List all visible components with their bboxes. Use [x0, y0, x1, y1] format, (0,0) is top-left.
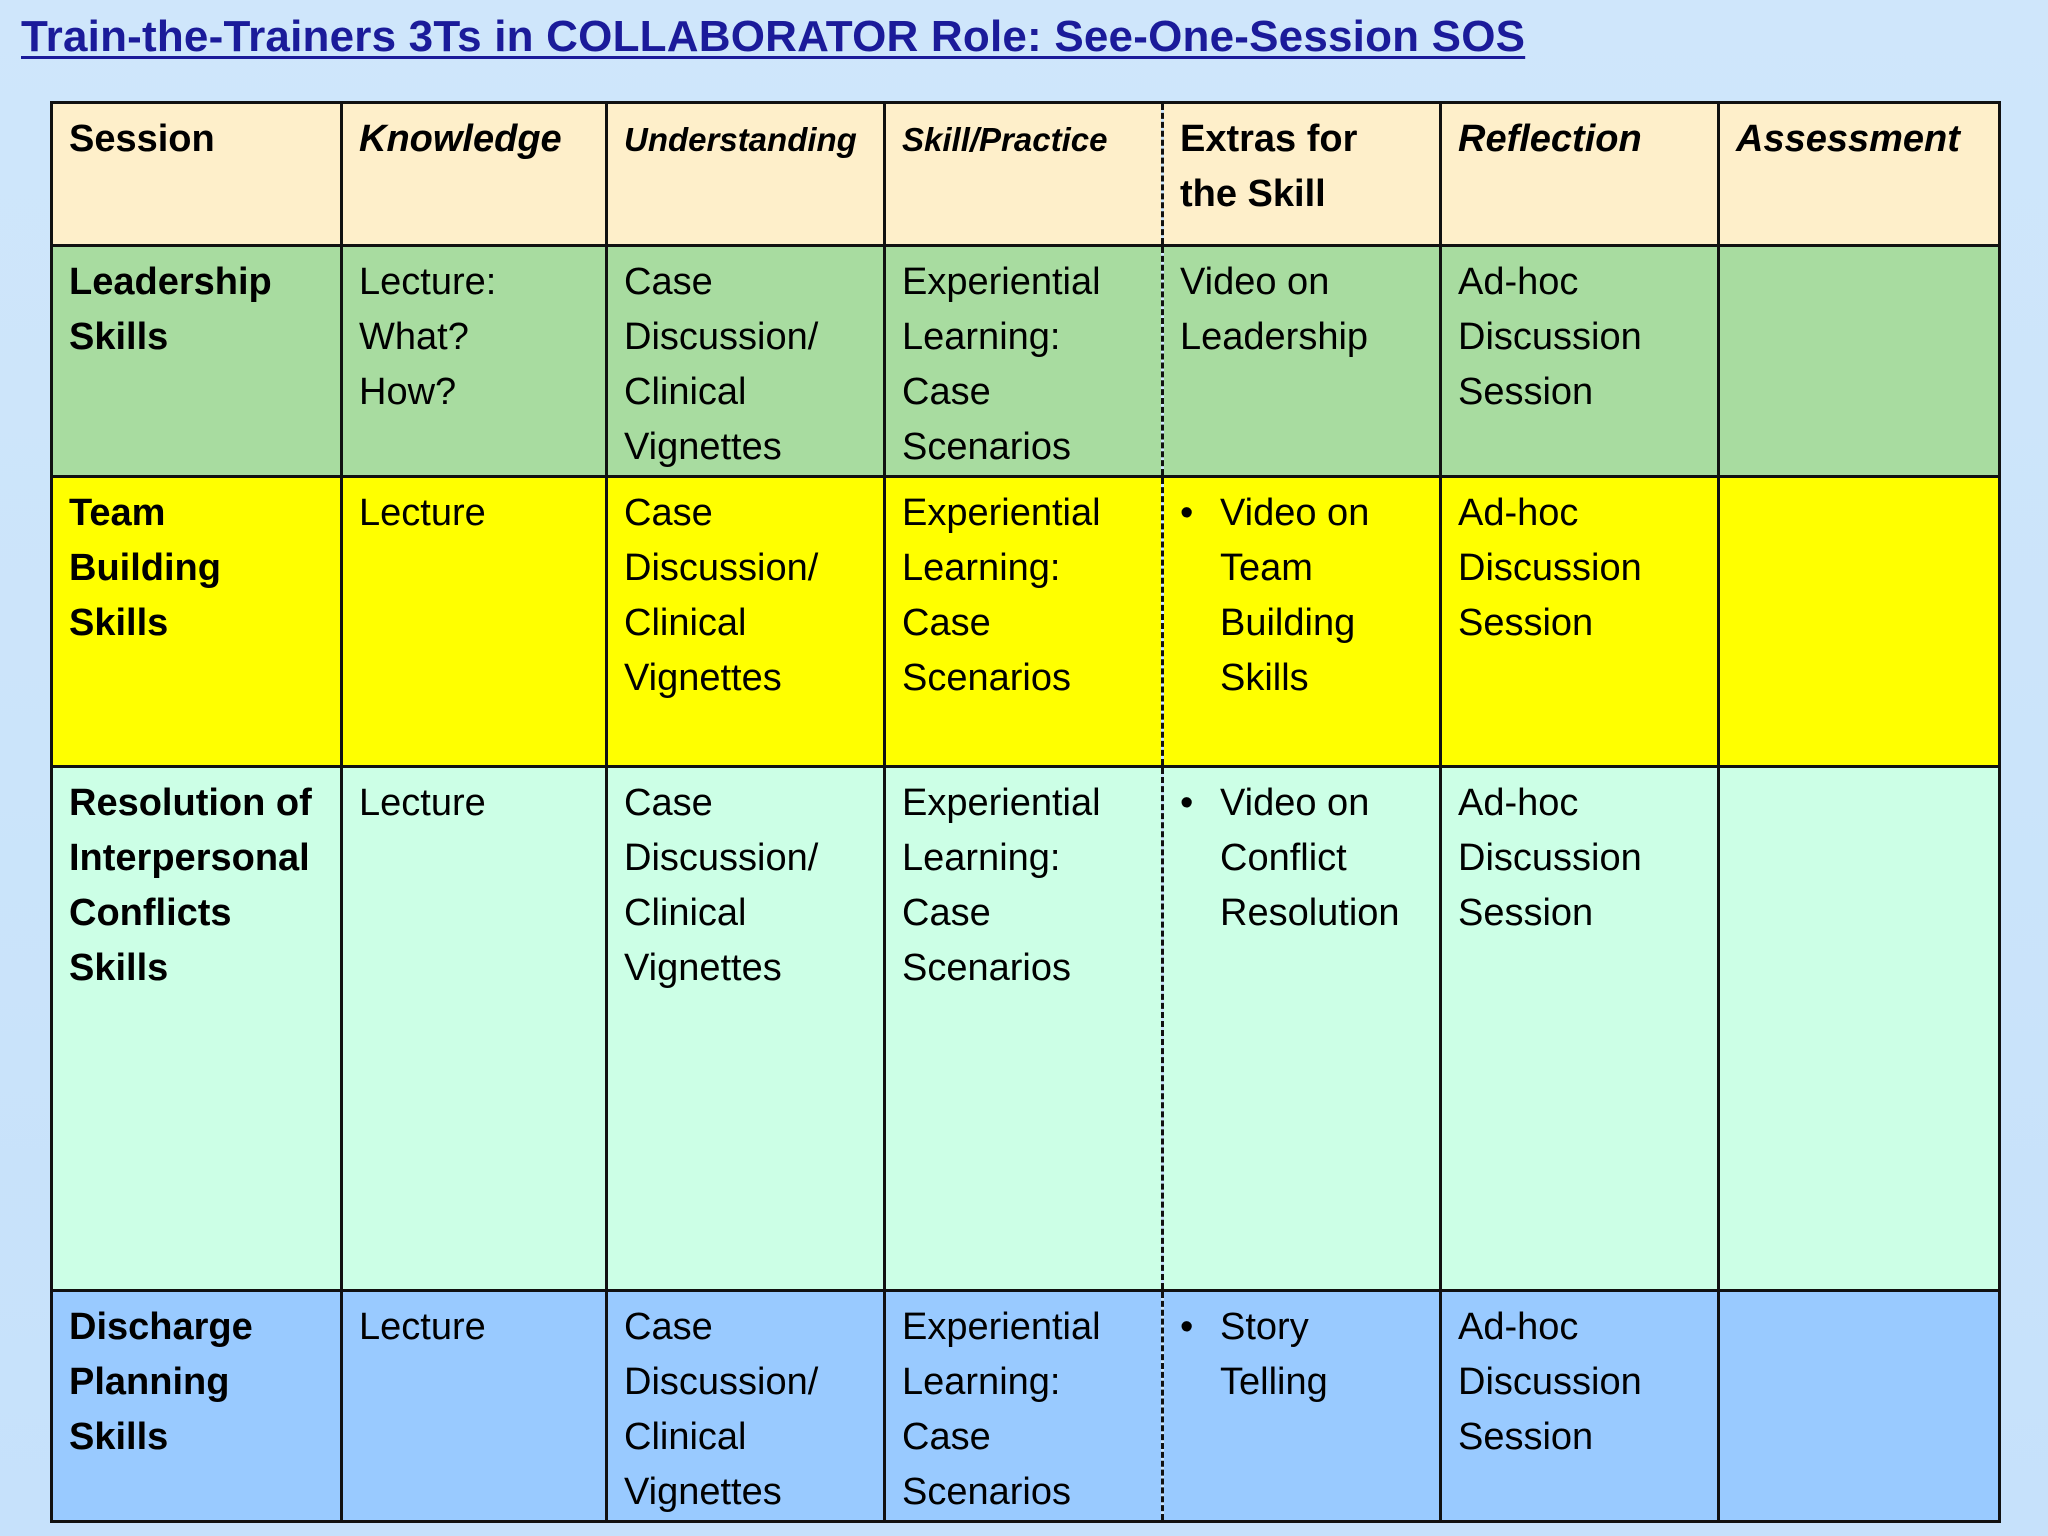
- cell-skill-practice: Experiential Learning: Case Scenarios: [883, 244, 1164, 478]
- list-item: Video on Team Building Skills: [1180, 486, 1423, 706]
- table-row: Discharge Planning Skills Lecture Case D…: [50, 1289, 2001, 1523]
- cell-skill-practice: Experiential Learning: Case Scenarios: [883, 475, 1164, 768]
- cell-assessment: [1717, 244, 2001, 478]
- cell-understanding: Case Discussion/ Clinical Vignettes: [605, 765, 886, 1292]
- header-extras: Extras for the Skill: [1161, 101, 1442, 247]
- cell-knowledge: Lecture: What? How?: [340, 244, 608, 478]
- cell-skill-practice: Experiential Learning: Case Scenarios: [883, 1289, 1164, 1523]
- cell-knowledge: Lecture: [340, 765, 608, 1292]
- cell-extras: Video on Leadership: [1161, 244, 1442, 478]
- list-item: Video on Conflict Resolution: [1180, 776, 1423, 941]
- cell-skill-practice: Experiential Learning: Case Scenarios: [883, 765, 1164, 1292]
- header-assessment: Assessment: [1717, 101, 2001, 247]
- cell-understanding: Case Discussion/ Clinical Vignettes: [605, 475, 886, 768]
- header-skill-practice: Skill/Practice: [883, 101, 1164, 247]
- page-title: Train-the-Trainers 3Ts in COLLABORATOR R…: [21, 12, 1526, 61]
- cell-knowledge: Lecture: [340, 1289, 608, 1523]
- table-row: Resolution of Interpersonal Conflicts Sk…: [50, 765, 2001, 1292]
- header-row: Session Knowledge Understanding Skill/Pr…: [50, 101, 2001, 247]
- extras-bullet-list: Video on Conflict Resolution: [1180, 776, 1423, 941]
- extras-bullet-list: Video on Team Building Skills: [1180, 486, 1423, 706]
- cell-understanding: Case Discussion/ Clinical Vignettes: [605, 244, 886, 478]
- cell-reflection: Ad-hoc Discussion Session: [1439, 244, 1720, 478]
- cell-reflection: Ad-hoc Discussion Session: [1439, 765, 1720, 1292]
- list-item: Story Telling: [1180, 1300, 1423, 1410]
- header-understanding: Understanding: [605, 101, 886, 247]
- header-knowledge: Knowledge: [340, 101, 608, 247]
- cell-assessment: [1717, 475, 2001, 768]
- table-row: Team Building Skills Lecture Case Discus…: [50, 475, 2001, 768]
- table-row: Leadership Skills Lecture: What? How? Ca…: [50, 244, 2001, 478]
- cell-knowledge: Lecture: [340, 475, 608, 768]
- header-reflection: Reflection: [1439, 101, 1720, 247]
- cell-session: Resolution of Interpersonal Conflicts Sk…: [50, 765, 343, 1292]
- cell-assessment: [1717, 1289, 2001, 1523]
- sos-table: Session Knowledge Understanding Skill/Pr…: [50, 101, 2001, 1523]
- cell-assessment: [1717, 765, 2001, 1292]
- cell-understanding: Case Discussion/ Clinical Vignettes: [605, 1289, 886, 1523]
- extras-bullet-list: Story Telling: [1180, 1300, 1423, 1410]
- cell-reflection: Ad-hoc Discussion Session: [1439, 1289, 1720, 1523]
- cell-reflection: Ad-hoc Discussion Session: [1439, 475, 1720, 768]
- cell-session: Discharge Planning Skills: [50, 1289, 343, 1523]
- header-session: Session: [50, 101, 343, 247]
- cell-extras: Video on Conflict Resolution: [1161, 765, 1442, 1292]
- cell-session: Team Building Skills: [50, 475, 343, 768]
- cell-extras: Video on Team Building Skills: [1161, 475, 1442, 768]
- cell-extras: Story Telling: [1161, 1289, 1442, 1523]
- cell-session: Leadership Skills: [50, 244, 343, 478]
